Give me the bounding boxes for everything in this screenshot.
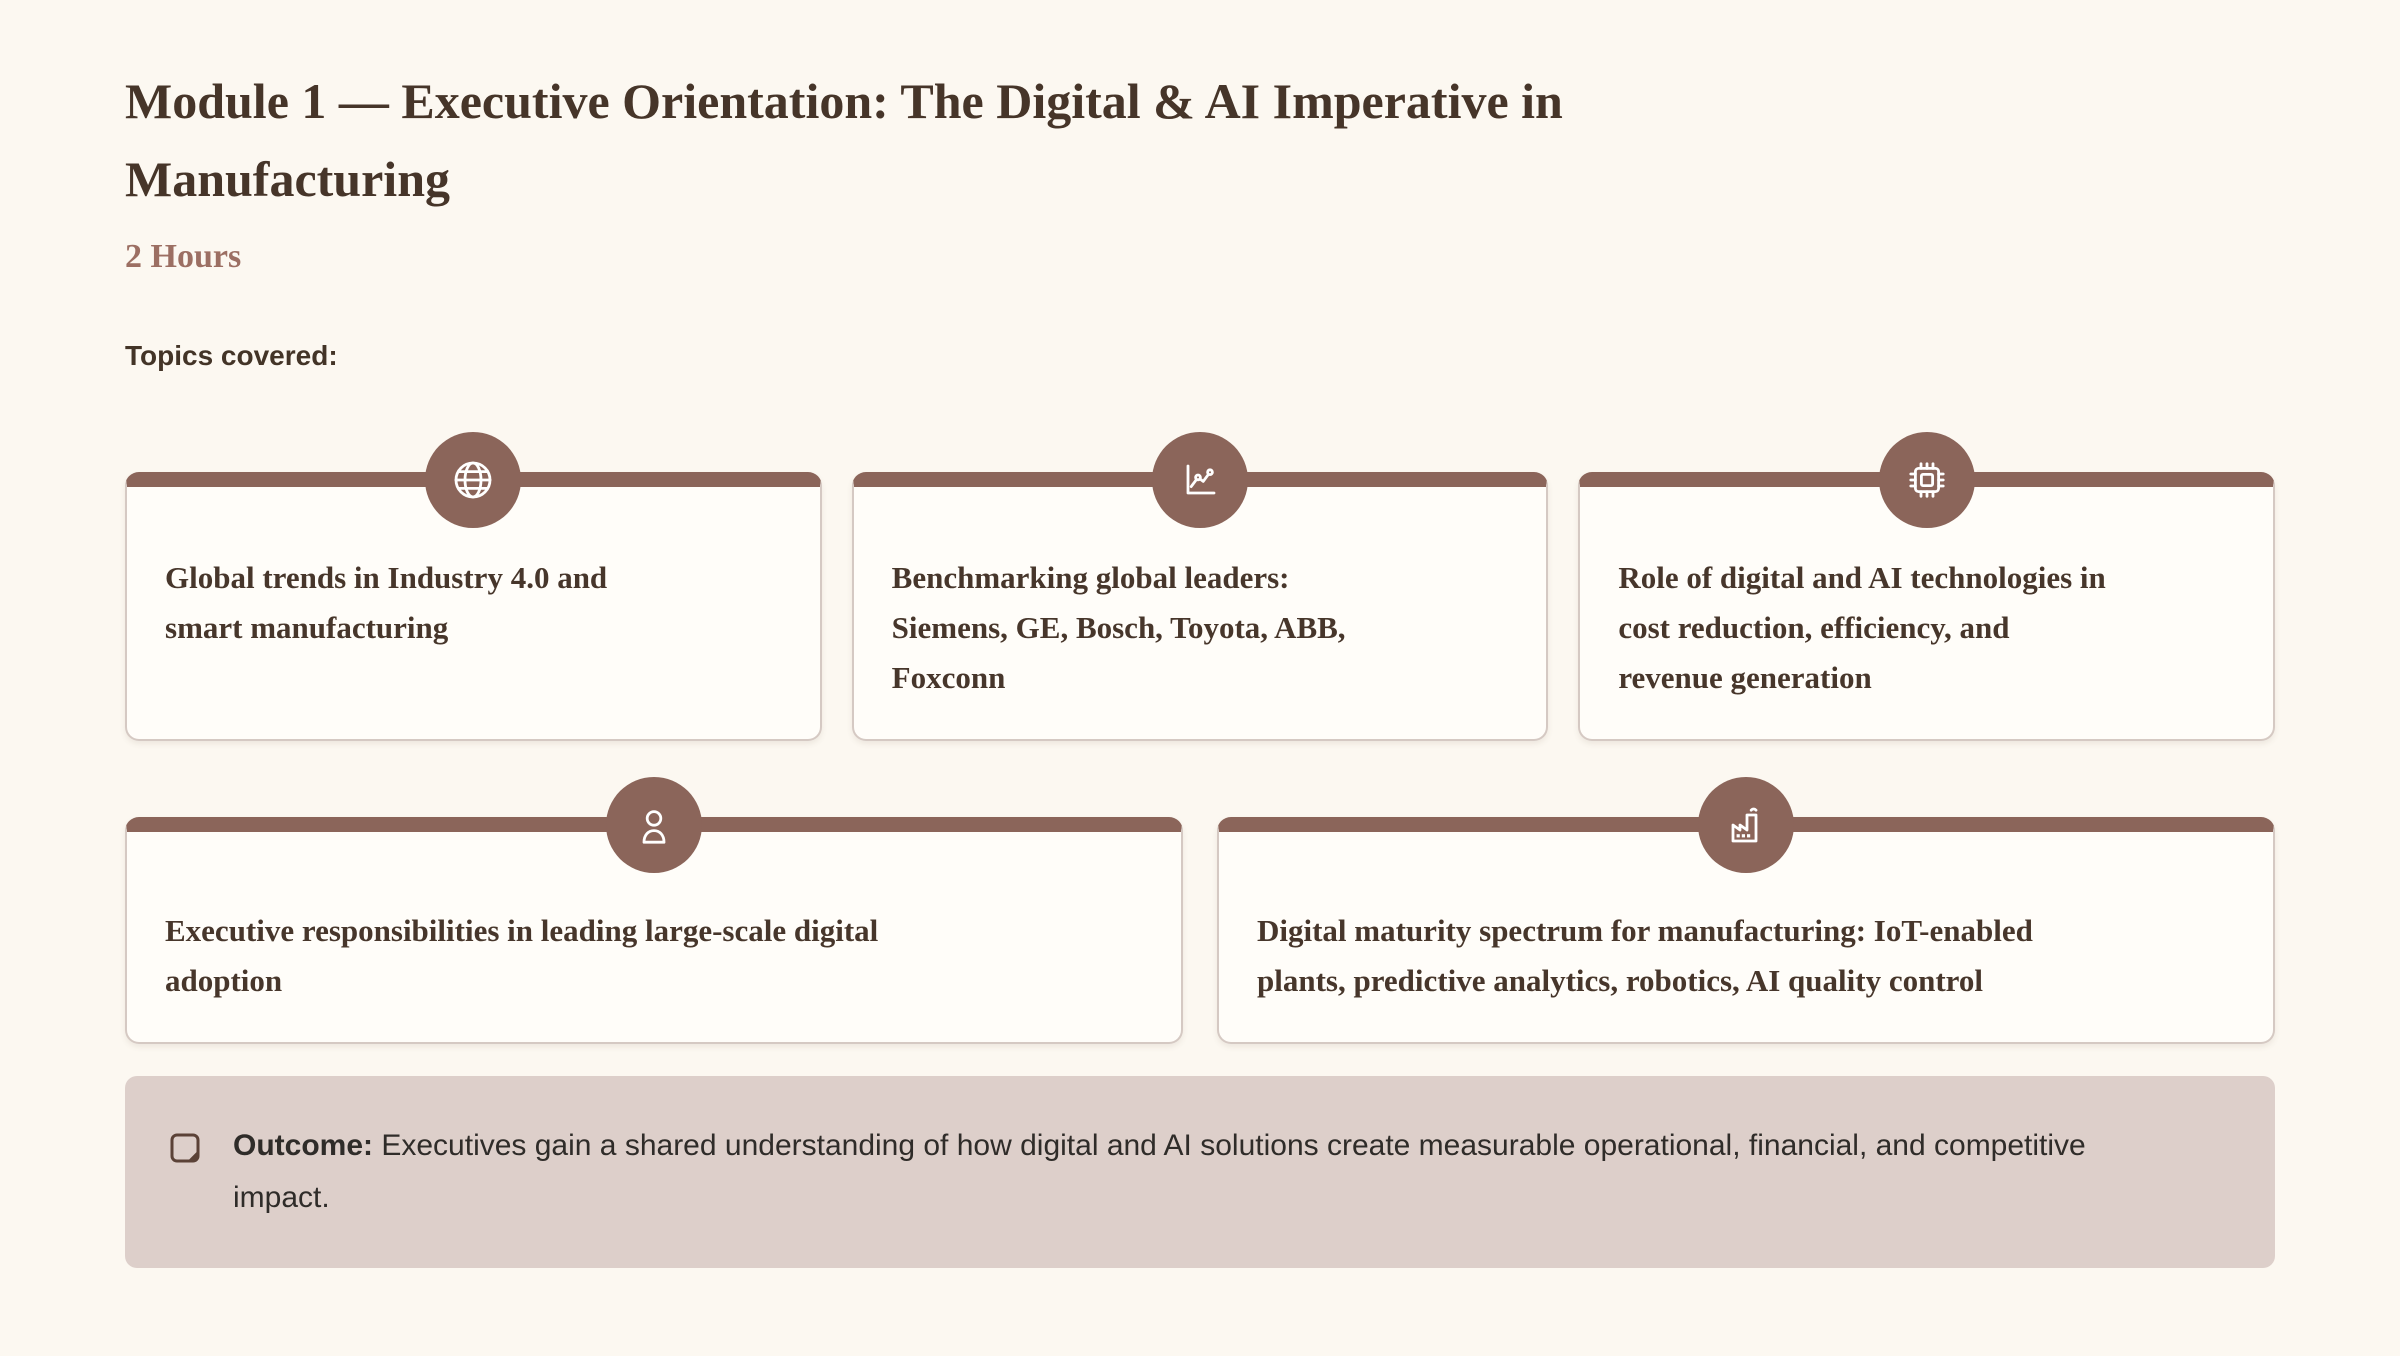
factory-icon xyxy=(1698,777,1794,873)
chip-icon xyxy=(1878,432,1975,528)
topic-text: Executive responsibilities in leading la… xyxy=(165,913,879,998)
topic-card-digital-maturity: Digital maturity spectrum for manufactur… xyxy=(1217,777,2275,1044)
outcome-description: Executives gain a shared understanding o… xyxy=(233,1129,2086,1214)
topics-row-1: Global trends in Industry 4.0 and smart … xyxy=(125,432,2275,741)
module-page: Module 1 — Executive Orientation: The Di… xyxy=(125,73,2275,1268)
topic-text: Benchmarking global leaders: Siemens, GE… xyxy=(891,560,1346,695)
globe-icon xyxy=(425,432,522,528)
topic-card-benchmarking: Benchmarking global leaders: Siemens, GE… xyxy=(851,432,1549,741)
outcome-label: Outcome: xyxy=(233,1129,374,1162)
user-icon xyxy=(606,777,702,873)
topic-text: Global trends in Industry 4.0 and smart … xyxy=(165,560,608,645)
topic-card-role-of-digital-ai: Role of digital and AI technologies in c… xyxy=(1578,432,2275,741)
topic-card-global-trends: Global trends in Industry 4.0 and smart … xyxy=(125,432,822,741)
topics-covered-label: Topics covered: xyxy=(125,340,338,371)
topics-row-2: Executive responsibilities in leading la… xyxy=(125,777,2275,1044)
topic-card-executive-responsibilities: Executive responsibilities in leading la… xyxy=(125,777,1183,1044)
topic-text: Digital maturity spectrum for manufactur… xyxy=(1257,913,2033,998)
outcome-text: Outcome: Executives gain a shared unders… xyxy=(233,1120,2185,1224)
chart-line-icon xyxy=(1151,432,1248,528)
duration-label: 2 Hours xyxy=(125,238,242,275)
note-icon xyxy=(170,1133,200,1163)
outcome-box: Outcome: Executives gain a shared unders… xyxy=(125,1076,2275,1268)
topic-text: Role of digital and AI technologies in c… xyxy=(1618,560,2106,695)
page-title: Module 1 — Executive Orientation: The Di… xyxy=(125,73,1563,207)
